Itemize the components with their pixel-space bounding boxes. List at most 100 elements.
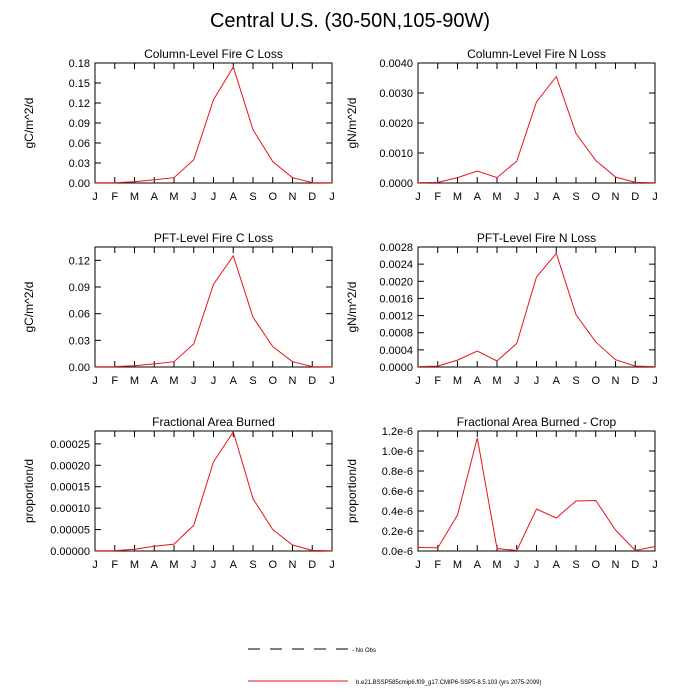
- x-tick-label: A: [553, 191, 561, 203]
- x-tick-label: A: [151, 375, 159, 387]
- x-tick-label: F: [434, 375, 441, 387]
- x-tick-label: M: [130, 191, 139, 203]
- x-tick-label: J: [514, 191, 520, 203]
- y-tick-label: 0.4e-6: [382, 506, 413, 518]
- y-tick-label: 0.06: [69, 309, 90, 321]
- chart-title: Fractional Area Burned: [152, 415, 275, 429]
- y-tick-label: 0.15: [69, 78, 90, 90]
- x-tick-label: D: [308, 191, 316, 203]
- x-tick-label: O: [268, 559, 277, 571]
- x-tick-label: J: [191, 191, 197, 203]
- plot-frame: [94, 246, 333, 368]
- y-tick-label: 0.00010: [50, 503, 90, 515]
- x-tick-label: S: [249, 191, 256, 203]
- y-axis-label: gN/m^2/d: [345, 98, 359, 149]
- x-tick-label: J: [211, 191, 217, 203]
- x-tick-label: S: [249, 375, 256, 387]
- x-tick-label: D: [631, 375, 639, 387]
- series-line: [94, 254, 333, 368]
- x-tick-label: M: [492, 375, 501, 387]
- chart-title: Column-Level Fire N Loss: [467, 47, 606, 61]
- plot-frame: [417, 246, 656, 368]
- x-tick-label: M: [453, 559, 462, 571]
- x-tick-label: J: [652, 191, 658, 203]
- series-line: [417, 75, 656, 184]
- x-tick-label: J: [92, 375, 98, 387]
- x-tick-label: M: [169, 191, 178, 203]
- x-tick-label: J: [329, 559, 335, 571]
- y-tick-label: 0.2e-6: [382, 526, 413, 538]
- x-tick-label: N: [289, 375, 297, 387]
- y-tick-label: 0.12: [69, 255, 90, 267]
- y-axis-label: gC/m^2/d: [22, 98, 36, 149]
- x-tick-label: A: [474, 559, 482, 571]
- chart-panel: Fractional Area Burned - Crop proportion/…: [345, 415, 658, 571]
- y-tick-label: 0.0010: [379, 148, 413, 160]
- y-tick-label: 0.0e-6: [382, 546, 413, 558]
- y-tick-label: 0.00: [69, 362, 90, 374]
- x-tick-label: A: [230, 191, 238, 203]
- x-tick-label: A: [230, 559, 238, 571]
- y-tick-label: 0.0024: [379, 259, 413, 271]
- y-tick-label: 0.12: [69, 98, 90, 110]
- x-tick-label: F: [111, 375, 118, 387]
- x-tick-label: M: [130, 559, 139, 571]
- plot-frame: [417, 62, 656, 184]
- y-tick-label: 0.09: [69, 282, 90, 294]
- x-tick-label: O: [268, 191, 277, 203]
- x-tick-label: J: [415, 375, 421, 387]
- x-tick-label: J: [92, 191, 98, 203]
- y-tick-label: 0.00025: [50, 439, 90, 451]
- legend-model-label: b.e21.BSSP585cmip6.f09_g17.CMIP6-SSP5-8.…: [356, 680, 541, 686]
- x-tick-label: M: [453, 191, 462, 203]
- y-axis-label: gC/m^2/d: [22, 282, 36, 333]
- x-tick-label: O: [591, 559, 600, 571]
- y-tick-label: 0.0030: [379, 88, 413, 100]
- x-tick-label: S: [249, 559, 256, 571]
- y-tick-label: 0.03: [69, 158, 90, 170]
- x-tick-label: J: [534, 375, 540, 387]
- x-tick-label: M: [169, 375, 178, 387]
- x-tick-label: O: [268, 375, 277, 387]
- x-tick-label: M: [492, 559, 501, 571]
- x-tick-label: A: [474, 191, 482, 203]
- y-tick-label: 0.0040: [379, 58, 413, 70]
- x-tick-label: J: [415, 559, 421, 571]
- chart-panel: Fractional Area Burned proportion/d 0.0000…: [22, 415, 335, 571]
- x-tick-label: J: [534, 559, 540, 571]
- x-tick-label: F: [434, 191, 441, 203]
- x-tick-label: N: [289, 559, 297, 571]
- x-tick-label: D: [631, 191, 639, 203]
- x-tick-label: A: [151, 559, 159, 571]
- plot-frame: [94, 62, 333, 184]
- series-line: [95, 65, 333, 184]
- y-tick-label: 0.00: [69, 178, 90, 190]
- y-tick-label: 0.0020: [379, 276, 413, 288]
- x-tick-label: J: [534, 191, 540, 203]
- x-tick-label: N: [612, 191, 620, 203]
- x-tick-label: S: [572, 559, 579, 571]
- x-tick-label: M: [453, 375, 462, 387]
- chart-panel: PFT-Level Fire N Loss gN/m^2/d 0.0000 0.000…: [345, 231, 658, 387]
- x-tick-label: J: [329, 375, 335, 387]
- y-tick-label: 0.06: [69, 138, 90, 150]
- x-tick-label: A: [151, 191, 159, 203]
- y-tick-label: 1.0e-6: [382, 446, 413, 458]
- x-tick-label: M: [130, 375, 139, 387]
- x-tick-label: J: [652, 559, 658, 571]
- x-tick-label: S: [572, 191, 579, 203]
- y-tick-label: 0.0012: [379, 311, 413, 323]
- y-tick-label: 0.0004: [379, 345, 413, 357]
- x-tick-label: N: [612, 375, 620, 387]
- x-tick-label: N: [612, 559, 620, 571]
- y-axis-label: proportion/d: [345, 459, 359, 523]
- x-tick-label: M: [169, 559, 178, 571]
- y-tick-label: 0.0008: [379, 328, 413, 340]
- y-tick-label: 0.00015: [50, 482, 90, 494]
- x-tick-label: D: [631, 559, 639, 571]
- x-tick-label: A: [230, 375, 238, 387]
- chart-title: PFT-Level Fire N Loss: [477, 231, 596, 245]
- x-tick-label: A: [553, 375, 561, 387]
- y-tick-label: 0.03: [69, 335, 90, 347]
